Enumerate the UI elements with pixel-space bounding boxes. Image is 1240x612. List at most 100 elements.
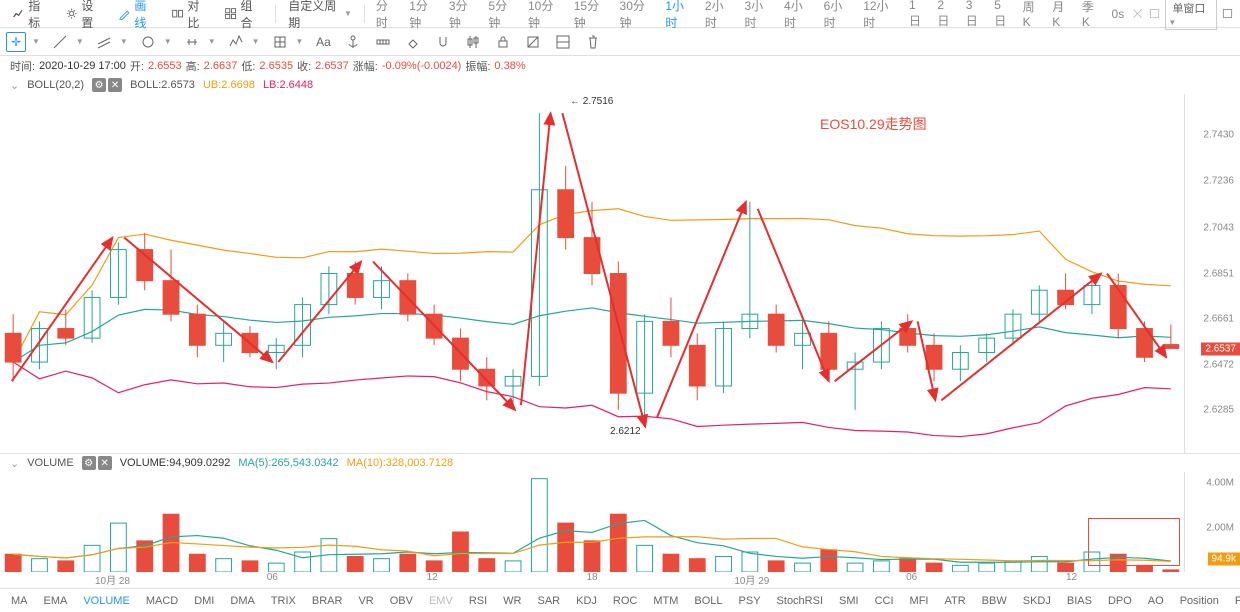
tool-icon-1[interactable]	[1131, 7, 1144, 21]
fullscreen-icon[interactable]	[1221, 7, 1234, 21]
timeframe-1分钟[interactable]: 1分钟	[404, 0, 443, 33]
timeframe-3小时[interactable]: 3小时	[739, 0, 778, 33]
chart-plot-area: EOS10.29走势图 ← 2.7516 2.6212	[0, 94, 1184, 453]
indicator-tab-VOLUME[interactable]: VOLUME	[76, 593, 136, 609]
timeframe-5分钟[interactable]: 5分钟	[483, 0, 522, 33]
indicator-tab-BRAR[interactable]: BRAR	[305, 593, 350, 609]
top-toolbar: 指标 设置 画线 对比 组合 自定义周期 ▼ 分时1分钟3分钟5分钟10分钟15…	[0, 0, 1240, 28]
price-y-axis: 2.74302.72362.70432.68512.66612.64722.62…	[1184, 94, 1240, 453]
volume-indicator-row: ⌄ VOLUME ⚙✕ VOLUME:94,909.0292 MA(5):265…	[0, 454, 1240, 472]
brush-tool[interactable]	[182, 32, 202, 52]
timeframe-4小时[interactable]: 4小时	[779, 0, 818, 33]
indicator-tab-RSI[interactable]: RSI	[462, 593, 494, 609]
collapse-icon[interactable]: ⌄	[10, 457, 19, 470]
indicator-tab-MA[interactable]: MA	[4, 593, 35, 609]
timeframe-30分钟[interactable]: 30分钟	[615, 0, 660, 33]
indicator-tab-BOLL[interactable]: BOLL	[687, 593, 729, 609]
indicator-tab-MTM[interactable]: MTM	[646, 593, 685, 609]
timeframe-周K[interactable]: 周K	[1018, 0, 1047, 31]
indicator-tab-DMA[interactable]: DMA	[223, 593, 261, 609]
indicator-tab-SKDJ[interactable]: SKDJ	[1016, 593, 1058, 609]
timeframe-5日[interactable]: 5日	[989, 0, 1016, 31]
drawline-button[interactable]: 画线	[112, 0, 163, 33]
indicator-tab-Fundflow[interactable]: Fundflow	[1228, 593, 1240, 609]
delete-tool[interactable]	[583, 32, 603, 52]
eraser-tool[interactable]	[403, 32, 423, 52]
indicator-close-icon[interactable]: ✕	[98, 456, 112, 470]
indicator-tab-KDJ[interactable]: KDJ	[569, 593, 604, 609]
indicator-tab-EMA[interactable]: EMA	[37, 593, 75, 609]
indicator-tab-MFI[interactable]: MFI	[903, 593, 936, 609]
compare-button[interactable]: 对比	[165, 0, 216, 33]
indicator-tab-bar: MAEMAVOLUMEMACDDMIDMATRIXBRARVROBVEMVRSI…	[0, 588, 1240, 612]
timeframe-12小时[interactable]: 12小时	[858, 0, 903, 33]
custom-period-button[interactable]: 自定义周期 ▼	[282, 0, 358, 33]
single-window-button[interactable]: 单窗口 ▼	[1165, 0, 1216, 30]
wave-tool[interactable]	[226, 32, 246, 52]
timeframe-3日[interactable]: 3日	[961, 0, 988, 31]
grid-toggle[interactable]	[553, 32, 573, 52]
indicator-tab-Position[interactable]: Position	[1173, 593, 1226, 609]
hide-tool[interactable]	[523, 32, 543, 52]
indicator-tab-DPO[interactable]: DPO	[1101, 593, 1139, 609]
timeframe-月K[interactable]: 月K	[1047, 0, 1076, 31]
trend-line-tool[interactable]	[50, 32, 70, 52]
indicator-tab-DMI[interactable]: DMI	[187, 593, 221, 609]
separator	[364, 5, 365, 23]
timeframe-1小时[interactable]: 1小时	[660, 0, 699, 33]
ohlc-info-bar: 时间:2020-10-29 17:00 开:2.6553 高:2.6637 低:…	[0, 56, 1240, 76]
grid-icon	[224, 7, 237, 21]
indicator-tab-ATR[interactable]: ATR	[937, 593, 972, 609]
shape-tool[interactable]	[138, 32, 158, 52]
parallel-tool[interactable]	[94, 32, 114, 52]
timeframe-6小时[interactable]: 6小时	[819, 0, 858, 33]
chevron-down-icon: ▼	[344, 9, 352, 18]
candle-tool[interactable]	[463, 32, 483, 52]
indicator-close-icon[interactable]: ✕	[108, 78, 122, 92]
indicator-tab-SAR[interactable]: SAR	[530, 593, 567, 609]
cross-tool[interactable]: ✛	[6, 32, 26, 52]
indicator-tab-ROC[interactable]: ROC	[606, 593, 644, 609]
indicator-button[interactable]: 指标	[6, 0, 57, 33]
volume-chart[interactable]: 4.00M2.00M94.9k	[0, 472, 1240, 572]
indicator-tab-VR[interactable]: VR	[351, 593, 380, 609]
indicator-tab-StochRSI[interactable]: StochRSI	[770, 593, 830, 609]
indicator-tab-SMI[interactable]: SMI	[832, 593, 866, 609]
chart-icon	[12, 7, 25, 21]
timeframe-1日[interactable]: 1日	[904, 0, 931, 31]
lock-tool[interactable]	[493, 32, 513, 52]
timeframe-3分钟[interactable]: 3分钟	[444, 0, 483, 33]
indicator-tab-AO[interactable]: AO	[1141, 593, 1171, 609]
indicator-tab-BBW[interactable]: BBW	[975, 593, 1014, 609]
indicator-tab-OBV[interactable]: OBV	[383, 593, 420, 609]
rect-tool[interactable]	[270, 32, 290, 52]
combo-button[interactable]: 组合	[218, 0, 269, 33]
indicator-tab-CCI[interactable]: CCI	[868, 593, 901, 609]
collapse-icon[interactable]: ⌄	[10, 79, 19, 92]
high-annotation: ← 2.7516	[570, 96, 613, 107]
indicator-tab-EMV[interactable]: EMV	[422, 593, 460, 609]
timeframe-2日[interactable]: 2日	[932, 0, 959, 31]
text-tool[interactable]: Aa	[313, 32, 333, 52]
settings-button[interactable]: 设置	[59, 0, 110, 33]
indicator-tab-TRIX[interactable]: TRIX	[264, 593, 303, 609]
indicator-tab-WR[interactable]: WR	[496, 593, 528, 609]
timeframe-分时[interactable]: 分时	[371, 0, 403, 33]
timeframe-0s[interactable]: 0s	[1107, 5, 1130, 23]
timeframe-15分钟[interactable]: 15分钟	[569, 0, 614, 33]
timeframe-10分钟[interactable]: 10分钟	[523, 0, 568, 33]
indicator-settings-icon[interactable]: ⚙	[82, 456, 96, 470]
magnet-tool[interactable]	[433, 32, 453, 52]
indicator-tab-PSY[interactable]: PSY	[732, 593, 768, 609]
anchor-tool[interactable]	[343, 32, 363, 52]
timeframe-季K[interactable]: 季K	[1077, 0, 1106, 31]
indicator-settings-icon[interactable]: ⚙	[92, 78, 106, 92]
gear-icon	[65, 7, 78, 21]
timeframe-2小时[interactable]: 2小时	[700, 0, 739, 33]
indicator-tab-BIAS[interactable]: BIAS	[1060, 593, 1099, 609]
main-price-chart[interactable]: EOS10.29走势图 ← 2.7516 2.6212 2.74302.7236…	[0, 94, 1240, 454]
boll-indicator-row: ⌄ BOLL(20,2) ⚙✕ BOLL:2.6573 UB:2.6698 LB…	[0, 76, 1240, 94]
ruler-tool[interactable]	[373, 32, 393, 52]
indicator-tab-MACD[interactable]: MACD	[139, 593, 185, 609]
tool-icon-2[interactable]	[1148, 7, 1161, 21]
